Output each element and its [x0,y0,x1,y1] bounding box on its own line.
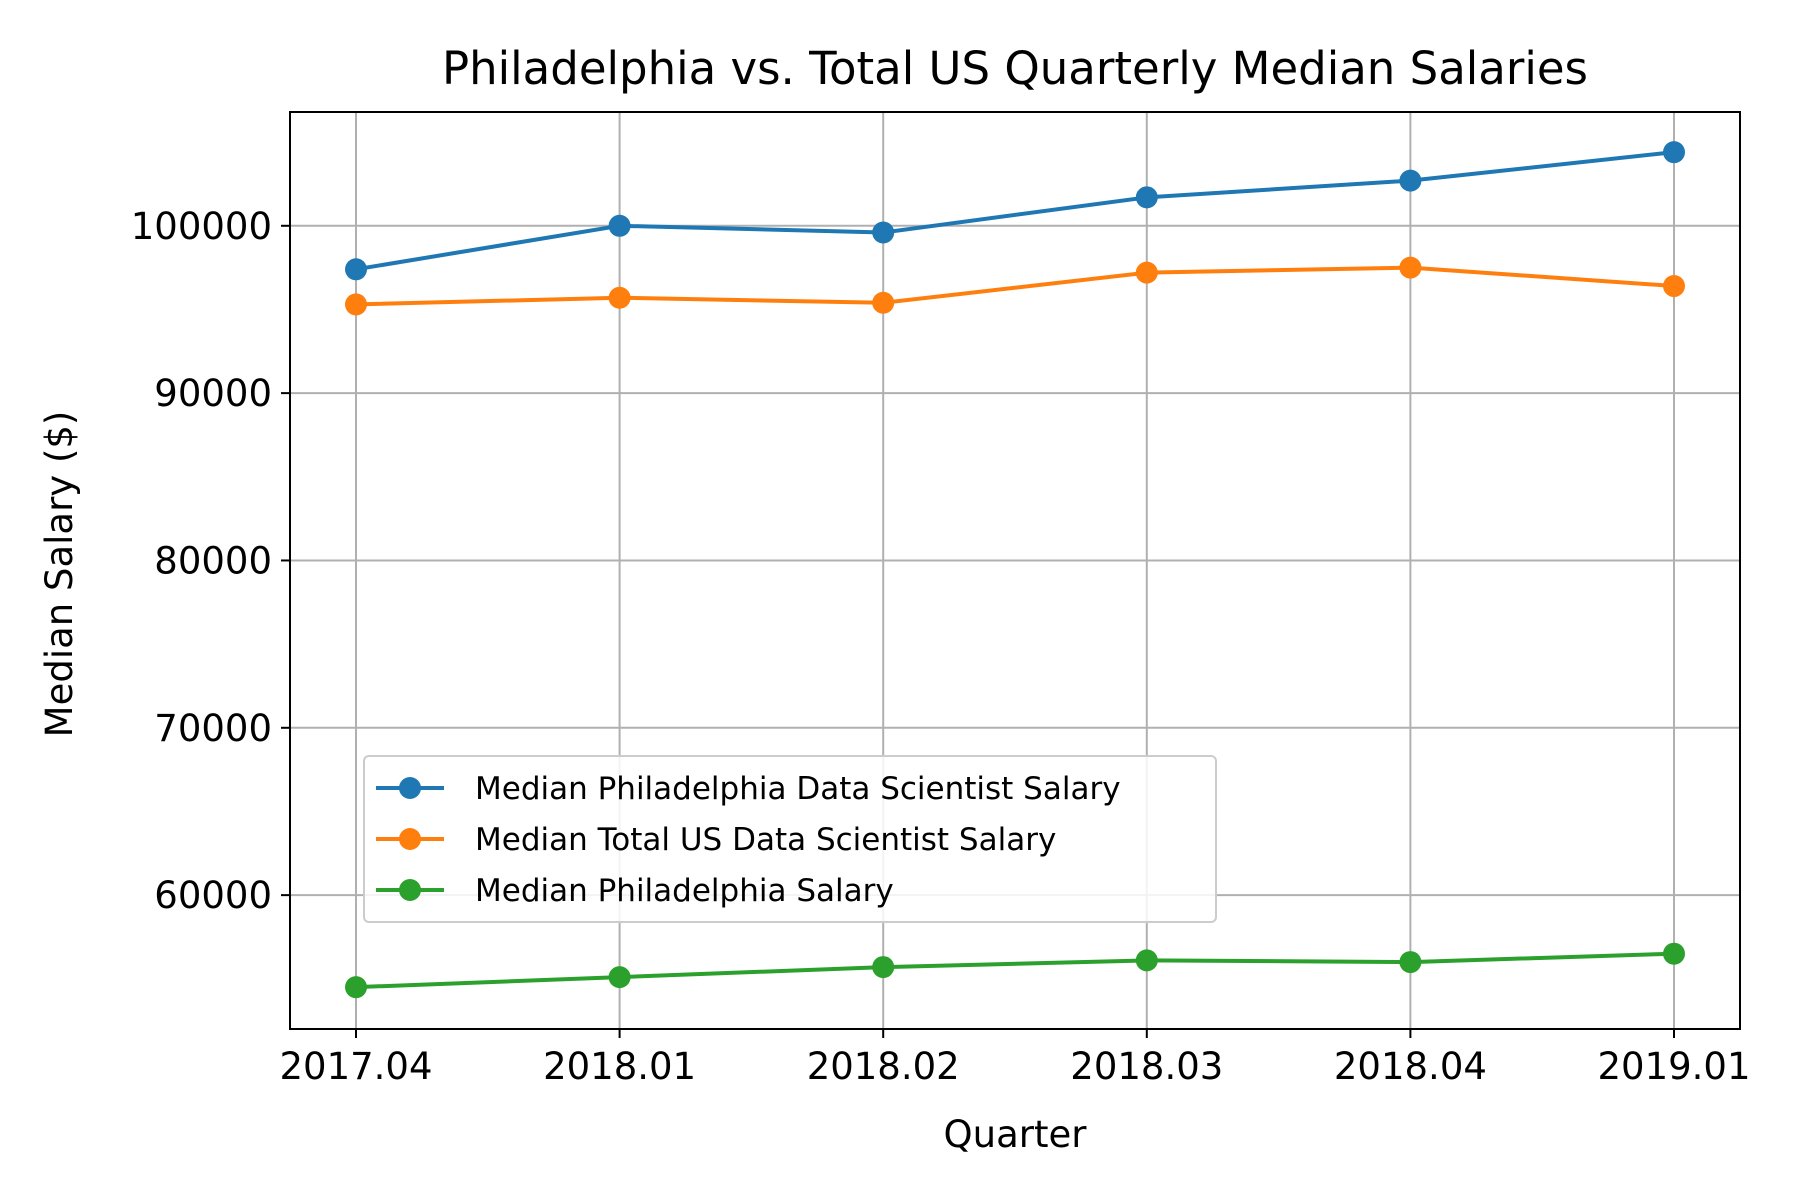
y-axis-title: Median Salary ($) [38,411,81,738]
series-line [355,150,1675,272]
x-tick-label: 2019.01 [1597,1045,1750,1088]
legend-marker [399,828,421,850]
axis-ticks: 2017.04 2018.01 2018.02 2018.03 2018.04 2019.… [131,205,1751,1088]
y-tick-label: 90000 [154,372,272,415]
data-point [1399,169,1422,192]
y-tick-label: 70000 [154,707,272,750]
data-point [872,221,895,244]
data-point [872,956,895,979]
data-point [1399,951,1422,974]
series-2 [345,256,1685,316]
y-tick-label: 80000 [154,539,272,582]
series-1 [345,141,1685,281]
chart-title: Philadelphia vs. Total US Quarterly Medi… [442,42,1588,95]
data-point [1663,141,1685,164]
data-point [345,293,367,316]
data-point [1135,261,1158,284]
x-tick-label: 2018.01 [543,1045,696,1088]
data-point [1135,186,1158,209]
series-line [355,265,1675,307]
x-tick-label: 2018.04 [1334,1045,1487,1088]
series-group [345,141,1685,999]
x-tick-label: 2017.04 [279,1045,432,1088]
legend-label: Median Total US Data Scientist Salary [475,822,1056,858]
y-tick-label: 60000 [154,874,272,917]
data-point [1663,942,1685,965]
data-point [608,286,631,309]
data-point [345,976,367,999]
data-point [872,291,895,314]
plot-frame [289,111,1741,1030]
data-point [1399,256,1422,279]
data-point [1663,275,1685,298]
series-line [355,951,1675,990]
legend-marker [399,879,421,901]
series-3 [345,942,1685,999]
x-tick-label: 2018.02 [807,1045,960,1088]
data-point [608,214,631,237]
legend: Median Philadelphia Data Scientist Salar… [363,755,1217,923]
legend-frame [363,755,1217,923]
legend-label: Median Philadelphia Data Scientist Salar… [475,771,1121,807]
data-point [345,258,367,281]
legend-label: Median Philadelphia Salary [475,873,894,909]
x-axis-title: Quarter [944,1113,1088,1156]
data-point [608,966,631,989]
y-tick-label: 100000 [131,205,272,248]
data-point [1135,949,1158,972]
x-tick-label: 2018.03 [1070,1045,1223,1088]
legend-marker [399,777,421,799]
